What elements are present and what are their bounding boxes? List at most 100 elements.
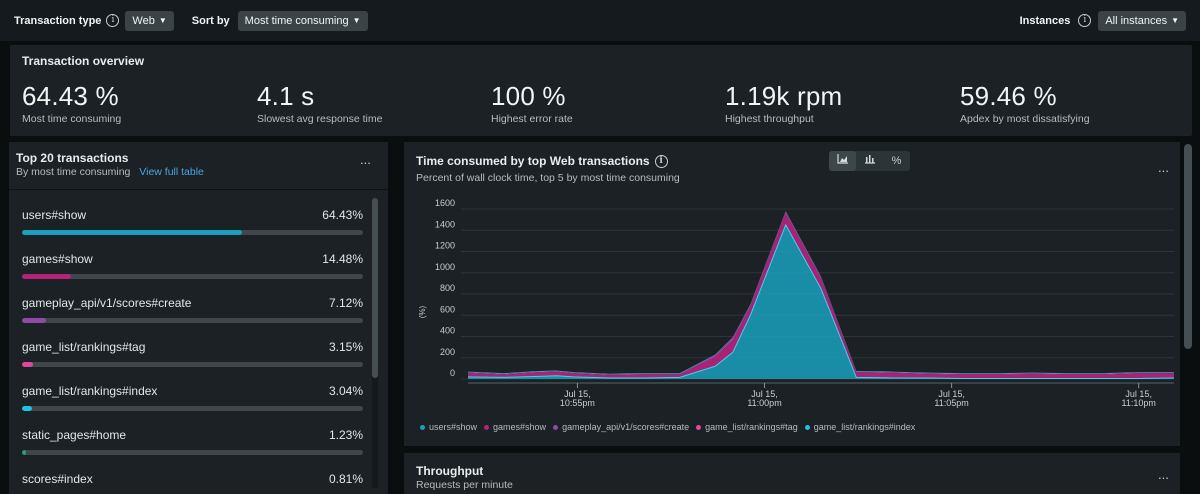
metric-label: Highest throughput [725, 113, 814, 125]
legend-item[interactable]: game_list/rankings#index [804, 422, 915, 432]
transaction-name[interactable]: game_list/rankings#index [22, 384, 158, 398]
metric-label: Highest error rate [491, 113, 573, 125]
transaction-percent: 14.48% [322, 252, 363, 266]
transaction-row[interactable]: gameplay_api/v1/scores#create 7.12% [22, 296, 363, 323]
transaction-overview-panel: Transaction overview 64.43 % Most time c… [10, 45, 1192, 136]
area-chart-icon[interactable] [829, 151, 856, 171]
throughput-subtitle: Requests per minute [416, 479, 513, 491]
y-tick-label: 1400 [435, 219, 455, 229]
x-tick-label: Jul 15, [751, 389, 778, 399]
transaction-percent: 1.23% [328, 428, 363, 442]
chart-title: Time consumed by top Web transactions i [416, 154, 674, 168]
percent-icon[interactable]: % [891, 155, 902, 167]
transaction-row[interactable]: users#show 64.43% [22, 208, 363, 235]
legend-swatch [553, 424, 559, 430]
metric-value: 1.19k rpm [725, 81, 843, 111]
y-tick-label: 1600 [435, 198, 455, 208]
more-menu-icon[interactable]: ... [1158, 160, 1169, 175]
metric-value: 4.1 s [257, 81, 315, 111]
divider [9, 189, 388, 190]
transaction-percent: 3.04% [328, 384, 363, 398]
sort-by-dropdown[interactable]: Most time consuming ▼ [237, 10, 368, 31]
metric-apdex: 59.46 % Apdex by most dissatisfying [960, 81, 1090, 125]
transaction-row[interactable]: static_pages#home 1.23% [22, 428, 363, 455]
metric-value: 100 % [491, 81, 566, 111]
metric-most-time-consuming: 64.43 % Most time consuming [22, 81, 121, 125]
top-transactions-title: Top 20 transactions [16, 151, 129, 165]
y-tick-label: 600 [440, 304, 455, 314]
transaction-row-header: gameplay_api/v1/scores#create 7.12% [22, 296, 363, 310]
chart-legend: users#show games#show gameplay_api/v1/scor… [420, 422, 922, 432]
overview-title: Transaction overview [22, 54, 145, 68]
legend-swatch [420, 424, 425, 430]
metric-value: 59.46 % [960, 81, 1057, 111]
transaction-name[interactable]: gameplay_api/v1/scores#create [22, 296, 192, 310]
progress-track [22, 406, 363, 411]
legend-label: games#show [493, 422, 547, 432]
legend-swatch [484, 424, 490, 430]
time-consumed-chart-panel: Time consumed by top Web transactions i … [404, 142, 1180, 446]
more-menu-icon[interactable]: ... [360, 152, 371, 167]
transaction-row-header: games#show 14.48% [22, 252, 363, 266]
legend-item[interactable]: game_list/rankings#tag [696, 422, 798, 432]
throughput-title: Throughput [416, 464, 484, 478]
legend-swatch [696, 424, 702, 430]
y-tick-label: 400 [440, 326, 455, 336]
chevron-down-icon: ▼ [352, 16, 361, 25]
progress-track [22, 318, 363, 323]
legend-item[interactable]: users#show [420, 422, 477, 432]
chart-type-toggle: % [829, 151, 910, 171]
page-scrollbar[interactable] [1184, 144, 1192, 349]
transaction-name[interactable]: scores#index [22, 472, 93, 486]
view-full-table-link[interactable]: View full table [139, 166, 204, 178]
transaction-percent: 0.81% [328, 472, 363, 486]
bar-chart-icon[interactable] [856, 151, 883, 171]
legend-item[interactable]: gameplay_api/v1/scores#create [553, 422, 689, 432]
transaction-name[interactable]: static_pages#home [22, 428, 127, 442]
transaction-name[interactable]: game_list/rankings#tag [22, 340, 146, 354]
metric-value: 64.43 % [22, 81, 119, 111]
chart-title-text: Time consumed by top Web transactions [416, 154, 650, 168]
transaction-row[interactable]: game_list/rankings#tag 3.15% [22, 340, 363, 367]
sort-by-value: Most time consuming [244, 14, 349, 27]
metric-slowest-response: 4.1 s Slowest avg response time [257, 81, 382, 125]
transaction-name[interactable]: users#show [22, 208, 87, 222]
throughput-panel: Throughput Requests per minute ... [404, 453, 1180, 494]
instances-value: All instances [1105, 14, 1168, 27]
instances-dropdown[interactable]: All instances ▼ [1098, 10, 1186, 31]
chart-subtitle: Percent of wall clock time, top 5 by mos… [416, 172, 680, 184]
transaction-row[interactable]: games#show 14.48% [22, 252, 363, 279]
area-series [468, 224, 1174, 379]
more-menu-icon[interactable]: ... [1158, 467, 1169, 482]
transaction-percent: 64.43% [322, 208, 363, 222]
transaction-row[interactable]: game_list/rankings#index 3.04% [22, 384, 363, 411]
y-tick-label: 1200 [435, 241, 455, 251]
scrollbar-thumb[interactable] [372, 198, 378, 378]
x-tick-label: Jul 15, [564, 389, 591, 399]
progress-fill [22, 318, 47, 323]
legend-item[interactable]: games#show [484, 422, 546, 432]
instances-label: Instances [1019, 14, 1071, 27]
transaction-type-value: Web [132, 14, 155, 27]
info-icon[interactable]: i [1078, 14, 1092, 27]
transaction-row-header: game_list/rankings#index 3.04% [22, 384, 363, 398]
progress-track [22, 450, 363, 455]
progress-fill [22, 274, 72, 279]
sort-by-label: Sort by [191, 14, 230, 27]
metric-error-rate: 100 % Highest error rate [491, 81, 573, 125]
legend-label: users#show [429, 422, 478, 432]
info-icon[interactable]: i [654, 154, 668, 168]
transaction-row[interactable]: scores#index 0.81% [22, 472, 363, 494]
transaction-name[interactable]: games#show [22, 252, 93, 266]
progress-track [22, 274, 363, 279]
scrollbar[interactable] [372, 198, 378, 488]
y-tick-label: 200 [440, 347, 455, 357]
transaction-type-dropdown[interactable]: Web ▼ [125, 10, 174, 31]
info-icon[interactable]: i [106, 14, 120, 27]
progress-fill [22, 406, 33, 411]
y-tick-label: 1000 [435, 262, 455, 272]
metric-label: Slowest avg response time [257, 113, 383, 125]
y-tick-label: 0 [450, 368, 455, 378]
legend-swatch [804, 424, 810, 430]
